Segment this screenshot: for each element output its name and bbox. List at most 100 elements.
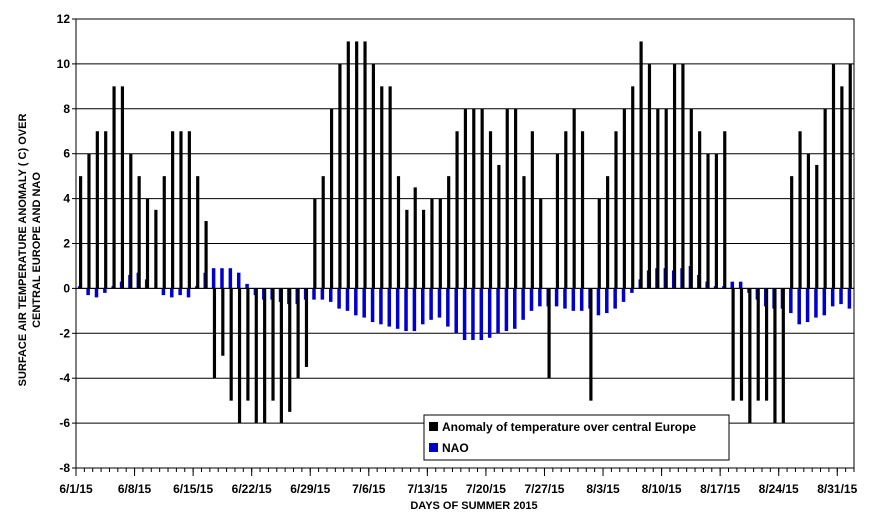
- bar-temperature: [120, 86, 125, 289]
- bar-temperature: [681, 63, 685, 289]
- bar-nao: [814, 288, 818, 318]
- bar-temperature: [580, 131, 585, 289]
- bar-temperature: [179, 131, 183, 289]
- bar-nao: [404, 288, 408, 332]
- x-axis-ticks: 6/1/15 6/8/15 6/15/15 6/22/15 6/29/15 7/6/15 7…: [59, 468, 858, 496]
- bar-temperature: [196, 176, 200, 289]
- bar-nao: [487, 288, 492, 338]
- bar-nao: [236, 272, 241, 289]
- y-tick-label: 4: [63, 192, 70, 206]
- bar-temperature: [848, 63, 852, 289]
- x-tick-label: 8/31/15: [817, 482, 857, 496]
- bar-temperature: [321, 176, 325, 289]
- bar-nao: [420, 288, 425, 325]
- bar-nao: [571, 288, 576, 311]
- bar-temperature: [614, 131, 618, 289]
- y-tick-label: 10: [57, 57, 71, 71]
- bar-temperature: [87, 153, 91, 289]
- bar-temperature: [564, 131, 568, 289]
- legend-label-nao: NAO: [442, 441, 469, 455]
- bar-temperature: [279, 288, 283, 424]
- bar-temperature: [606, 176, 610, 289]
- bar-temperature: [798, 131, 802, 289]
- bar-temperature: [773, 288, 777, 424]
- bar-nao: [437, 288, 442, 318]
- bar-temperature: [129, 153, 133, 289]
- bar-temperature: [422, 209, 426, 289]
- bar-nao: [554, 288, 559, 307]
- bar-temperature: [764, 288, 769, 401]
- bar-series: [78, 41, 852, 424]
- bar-temperature: [756, 288, 760, 401]
- bar-nao: [613, 288, 617, 309]
- x-tick-label: 8/17/15: [700, 482, 740, 496]
- bar-nao: [379, 288, 383, 325]
- bar-nao: [412, 288, 417, 332]
- y-tick-label: 12: [57, 12, 71, 26]
- bar-temperature: [806, 153, 810, 289]
- bar-temperature: [656, 108, 660, 289]
- bar-temperature: [622, 108, 626, 289]
- legend-label-temperature: Anomaly of temperature over central Euro…: [442, 420, 696, 434]
- bar-temperature: [104, 131, 108, 289]
- bar-temperature: [371, 63, 375, 289]
- bar-temperature: [781, 288, 785, 424]
- bar-nao: [479, 288, 484, 341]
- bar-temperature: [137, 176, 141, 289]
- y-axis-title-line-1: SURFACE AIR TEMPERATURE ANOMALY ( C) OVE…: [17, 114, 29, 387]
- bar-temperature: [254, 288, 258, 424]
- bar-temperature: [539, 198, 543, 289]
- bar-temperature: [522, 176, 526, 289]
- bar-nao: [504, 288, 509, 332]
- bar-temperature: [263, 288, 267, 424]
- bar-nao: [805, 288, 810, 323]
- bar-nao: [328, 288, 333, 302]
- bar-nao: [94, 288, 99, 298]
- bar-nao: [245, 283, 249, 289]
- bar-temperature: [112, 86, 116, 289]
- bar-temperature: [463, 108, 468, 289]
- bar-temperature: [162, 176, 166, 289]
- bar-temperature: [388, 86, 392, 289]
- bar-temperature: [355, 41, 359, 289]
- bar-temperature: [739, 288, 744, 401]
- y-axis-title-line-2: CENTRAL EUROPE AND NAO: [31, 172, 43, 328]
- bar-nao: [429, 288, 433, 320]
- bar-temperature: [204, 221, 208, 289]
- bar-nao: [345, 288, 350, 311]
- bar-temperature: [472, 108, 476, 289]
- bar-temperature: [790, 176, 794, 289]
- bar-nao: [496, 288, 500, 334]
- bar-nao: [387, 288, 392, 327]
- bar-nao: [789, 288, 793, 314]
- x-tick-label: 7/13/15: [407, 482, 447, 496]
- bar-temperature: [480, 108, 484, 289]
- bar-temperature: [723, 131, 727, 289]
- bar-temperature: [505, 108, 509, 289]
- bar-temperature: [672, 63, 677, 289]
- bar-temperature: [145, 198, 150, 289]
- bar-temperature: [237, 288, 242, 424]
- bar-temperature: [589, 288, 593, 401]
- bar-temperature: [748, 288, 752, 424]
- bar-temperature: [815, 164, 819, 289]
- bar-nao: [605, 288, 609, 314]
- bar-temperature: [304, 288, 309, 367]
- bar-temperature: [455, 131, 459, 289]
- bar-temperature: [79, 176, 83, 289]
- bar-temperature: [413, 187, 417, 289]
- bar-temperature: [438, 198, 442, 289]
- y-tick-label: -6: [59, 416, 70, 430]
- x-tick-label: 6/1/15: [59, 482, 93, 496]
- x-tick-label: 6/15/15: [173, 482, 213, 496]
- x-tick-label: 8/3/15: [586, 482, 620, 496]
- bar-temperature: [555, 153, 560, 289]
- bar-nao: [228, 268, 233, 289]
- bar-nao: [579, 288, 584, 311]
- bar-temperature: [396, 176, 401, 289]
- bar-nao: [86, 288, 90, 296]
- bar-temperature: [154, 209, 158, 289]
- bar-temperature: [706, 153, 710, 289]
- bar-temperature: [731, 288, 735, 401]
- bar-temperature: [514, 108, 518, 289]
